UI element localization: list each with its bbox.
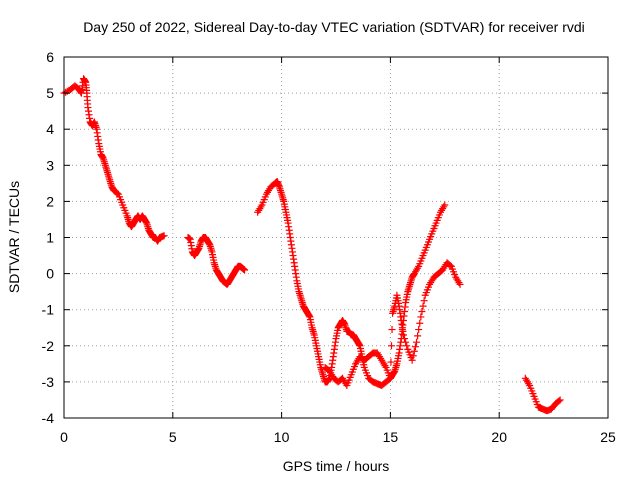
data-point [387, 358, 395, 366]
x-tick-label: 5 [169, 429, 177, 445]
data-point [556, 396, 564, 404]
data-point [388, 326, 396, 334]
y-tick-label: 2 [46, 193, 54, 209]
series-segment-2 [184, 234, 249, 288]
axis-ticks: 0 5 10 15 20 25 -4 -3 -2 -1 0 1 2 3 4 5 6 [42, 49, 616, 445]
data-point [446, 261, 454, 269]
y-tick-label: -2 [42, 338, 55, 354]
data-point [417, 313, 425, 321]
data-point [403, 342, 411, 350]
x-tick-label: 10 [274, 429, 290, 445]
x-tick-label: 25 [600, 429, 616, 445]
y-tick-label: -1 [42, 302, 55, 318]
y-tick-label: 1 [46, 230, 54, 246]
chart-title: Day 250 of 2022, Sidereal Day-to-day VTE… [83, 19, 585, 35]
data-point [160, 232, 168, 240]
data-point [555, 397, 563, 405]
y-tick-label: -3 [42, 374, 55, 390]
data-point [113, 189, 121, 197]
data-point [408, 356, 416, 364]
data-point [241, 266, 249, 274]
data-point [410, 347, 418, 355]
y-tick-label: 4 [46, 121, 54, 137]
data-point [441, 201, 449, 209]
data-point [411, 343, 419, 351]
x-tick-label: 20 [491, 429, 507, 445]
y-tick-label: -4 [42, 410, 55, 426]
grid-lines [64, 57, 608, 418]
series-segment-4 [321, 259, 464, 390]
data-point [414, 332, 422, 340]
y-tick-label: 3 [46, 157, 54, 173]
data-point [418, 308, 426, 316]
data-point [386, 374, 394, 382]
data-point [401, 335, 409, 343]
y-tick-label: 0 [46, 266, 54, 282]
y-tick-label: 5 [46, 85, 54, 101]
data-point [420, 297, 428, 305]
x-tick-label: 15 [383, 429, 399, 445]
series-segment-3 [254, 178, 449, 390]
data-point [387, 342, 395, 350]
data-point [416, 319, 424, 327]
series-segment-1 [60, 75, 168, 245]
data-point [419, 302, 427, 310]
x-tick-label: 0 [60, 429, 68, 445]
data-point [456, 280, 464, 288]
series-segment-5 [521, 374, 564, 415]
data-point [409, 352, 417, 360]
data-point [413, 338, 421, 346]
data-point [399, 331, 407, 339]
y-tick-label: 6 [46, 49, 54, 65]
data-points [60, 75, 564, 415]
data-point [402, 338, 410, 346]
x-axis-label: GPS time / hours [283, 458, 390, 474]
data-point [415, 326, 423, 334]
y-axis-label: SDTVAR / TECUs [6, 181, 22, 293]
